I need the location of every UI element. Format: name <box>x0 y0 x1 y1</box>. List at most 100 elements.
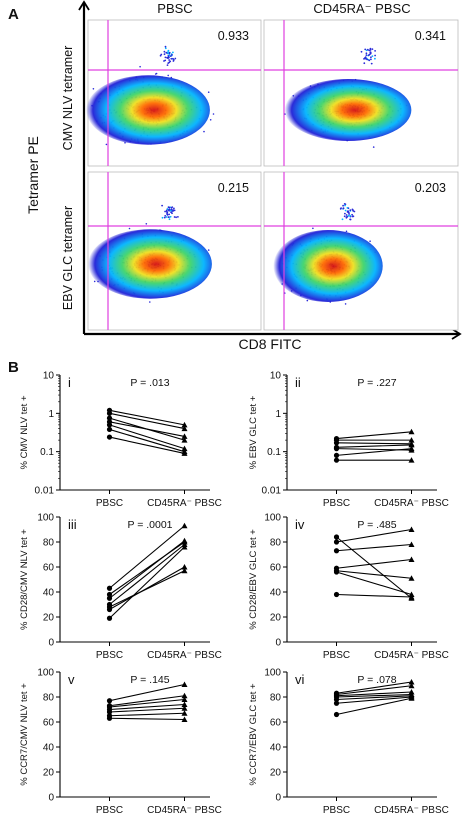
pair-line <box>336 444 412 448</box>
cd45ra-pbsc-point <box>181 701 188 707</box>
y-tick-label: 80 <box>270 693 282 704</box>
subject-pair <box>106 537 188 601</box>
cd45ra-pbsc-point <box>181 692 188 699</box>
subject-pair <box>106 407 188 428</box>
pbsc-point <box>106 595 113 601</box>
p-value-label: P = .145 <box>130 674 169 686</box>
subject-pair <box>333 526 415 545</box>
pair-line <box>109 703 185 711</box>
subject-pair <box>106 681 188 704</box>
cd45ra-pbsc-point <box>408 457 415 463</box>
cd45ra-pbsc-point <box>181 681 188 687</box>
paired-chart-i: 0.01 0.1 1 10 PBSC CD45RA⁻ PBSC % CMV NLV tet … <box>19 371 222 510</box>
pbsc-point <box>106 585 113 591</box>
p-value-label: P = .227 <box>357 377 396 389</box>
cd45ra-pbsc-point <box>408 695 415 701</box>
x-tick-label: PBSC <box>96 805 123 813</box>
pair-line <box>336 697 412 716</box>
x-tick-label: CD45RA⁻ PBSC <box>374 498 449 509</box>
pair-line <box>109 683 185 702</box>
pbsc-point <box>333 569 340 575</box>
cd45ra-pbsc-point <box>408 556 415 562</box>
subject-pair <box>333 445 415 458</box>
pbsc-point <box>333 457 340 463</box>
y-tick-label: 0 <box>275 638 281 649</box>
p-value-label: P = .078 <box>357 674 396 686</box>
y-tick-label: 0.01 <box>262 486 282 497</box>
pair-line <box>109 695 185 707</box>
subject-pair <box>333 457 415 463</box>
x-tick-label: PBSC <box>96 650 123 661</box>
y-tick-label: 20 <box>270 613 282 624</box>
pbsc-point <box>333 700 340 706</box>
y-axis-label: % CD28/CMV NLV tet + <box>19 529 30 630</box>
cd45ra-pbsc-point <box>408 575 415 581</box>
y-tick-label: 1 <box>275 409 281 420</box>
y-tick-label: 0.1 <box>40 447 54 458</box>
x-tick-label: PBSC <box>323 650 350 661</box>
pair-line <box>109 540 185 599</box>
tetramer-positive-dots <box>339 203 356 221</box>
panel-a-axes <box>78 0 462 340</box>
y-tick-label: 0.1 <box>267 447 281 458</box>
column-title-cd45ra-pbsc: CD45RA⁻ PBSC <box>313 1 410 16</box>
cd45ra-pbsc-point <box>408 526 415 532</box>
paired-chart-iii: 0 20 40 60 80 100 PBSC CD45RA⁻ PBSC % CD28/CMV N… <box>19 513 222 662</box>
p-value-label: P = .0001 <box>127 519 172 531</box>
pair-line <box>336 571 412 596</box>
y-tick-label: 40 <box>270 743 282 754</box>
pair-line <box>336 558 412 569</box>
pair-line <box>336 528 412 543</box>
sub-panel-id: vi <box>295 672 305 687</box>
cd45ra-pbsc-point <box>181 425 188 432</box>
pair-line <box>109 717 185 721</box>
paired-chart-ii: 0.01 0.1 1 10 PBSC CD45RA⁻ PBSC % EBV GLC tet … <box>248 371 449 510</box>
pair-line <box>109 707 185 713</box>
y-axis-label: % CCR7/CMV NLV tet + <box>19 683 30 786</box>
x-tick-label: PBSC <box>323 805 350 813</box>
y-tick-label: 40 <box>43 743 55 754</box>
pair-line <box>109 412 185 430</box>
pbsc-point <box>106 434 113 440</box>
pbsc-point <box>106 715 113 721</box>
cd45ra-pbsc-point <box>181 705 188 711</box>
cd45ra-pbsc-point <box>181 716 188 722</box>
y-tick-label: 10 <box>270 371 282 382</box>
paired-chart-iv: 0 20 40 60 80 100 PBSC CD45RA⁻ PBSC % CD28/EBV G… <box>248 513 449 662</box>
pbsc-point <box>106 422 113 428</box>
y-tick-label: 60 <box>43 563 55 574</box>
paired-chart-v: 0 20 40 60 80 100 PBSC CD45RA⁻ PBSC % CCR7/CMV N… <box>19 668 222 813</box>
cd45ra-pbsc-point <box>408 441 415 448</box>
y-tick-label: 1 <box>48 409 54 420</box>
gate-value: 0.341 <box>415 29 446 43</box>
cd45ra-pbsc-point <box>408 682 415 689</box>
cd45ra-pbsc-point <box>181 544 188 550</box>
y-tick-label: 0 <box>48 638 54 649</box>
subject-pair <box>333 428 415 442</box>
tetramer-positive-dots <box>159 45 177 66</box>
gate-value: 0.933 <box>218 29 249 43</box>
flow-plot-grid: 0.933 0.341 0.215 0.203 <box>86 19 459 331</box>
pbsc-point <box>333 440 340 446</box>
density-core <box>88 229 212 299</box>
subject-pair <box>106 544 188 621</box>
y-tick-label: 0.01 <box>35 486 55 497</box>
cd45ra-pbsc-point <box>181 564 188 570</box>
paired-chart-vi: 0 20 40 60 80 100 PBSC CD45RA⁻ PBSC % CCR7/EBV G… <box>248 668 449 813</box>
pair-line <box>336 536 412 599</box>
y-tick-label: 10 <box>43 371 55 382</box>
pair-line <box>109 566 185 610</box>
pair-line <box>109 421 185 437</box>
panel-a-label: A <box>8 6 19 23</box>
column-title-pbsc: PBSC <box>157 1 192 16</box>
y-tick-label: 60 <box>43 718 55 729</box>
subject-pair <box>333 541 415 554</box>
x-axis-label-cd8-fitc: CD8 FITC <box>239 336 302 352</box>
pair-line <box>336 448 412 456</box>
tetramer-positive-dots <box>161 204 179 221</box>
pbsc-point <box>106 426 113 433</box>
y-tick-label: 20 <box>270 768 282 779</box>
y-tick-label: 40 <box>270 588 282 599</box>
cd45ra-pbsc-point <box>408 437 415 443</box>
